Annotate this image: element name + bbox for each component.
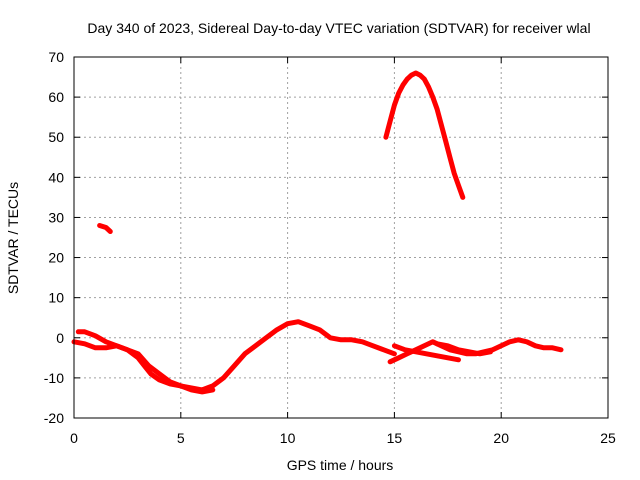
y-tick-label: -10 bbox=[44, 370, 64, 386]
x-tick-label: 15 bbox=[387, 430, 403, 446]
y-axis-label: SDTVAR / TECUs bbox=[5, 182, 21, 294]
series-line-arc-7 bbox=[434, 341, 493, 357]
y-tick-label: 50 bbox=[48, 129, 64, 145]
chart-title: Day 340 of 2023, Sidereal Day-to-day VTE… bbox=[87, 20, 590, 36]
y-tick-labels: -20 -10 0 10 20 30 40 50 60 70 bbox=[44, 49, 64, 426]
y-tick-label: 10 bbox=[48, 290, 64, 306]
series-line-arc-3 bbox=[97, 223, 113, 234]
x-tick-label: 0 bbox=[70, 430, 78, 446]
series-line-arc-4 bbox=[383, 70, 466, 200]
series-line-arc-6 bbox=[391, 343, 461, 363]
series-line-arc-2 bbox=[75, 329, 216, 395]
data-series bbox=[71, 70, 564, 395]
y-tick-label: 70 bbox=[48, 49, 64, 65]
x-tick-label: 25 bbox=[600, 430, 616, 446]
y-tick-label: 60 bbox=[48, 89, 64, 105]
x-tick-label: 5 bbox=[177, 430, 185, 446]
plot-frame bbox=[73, 56, 609, 419]
y-tick-label: 20 bbox=[48, 250, 64, 266]
x-axis-label: GPS time / hours bbox=[287, 457, 394, 473]
y-tick-label: 40 bbox=[48, 169, 64, 185]
y-tick-label: -20 bbox=[44, 410, 64, 426]
axis-ticks bbox=[73, 56, 609, 419]
y-tick-label: 30 bbox=[48, 209, 64, 225]
y-tick-label: 0 bbox=[56, 330, 64, 346]
x-tick-label: 20 bbox=[493, 430, 509, 446]
x-tick-label: 10 bbox=[280, 430, 296, 446]
x-tick-labels: 0 5 10 15 20 25 bbox=[70, 430, 616, 446]
